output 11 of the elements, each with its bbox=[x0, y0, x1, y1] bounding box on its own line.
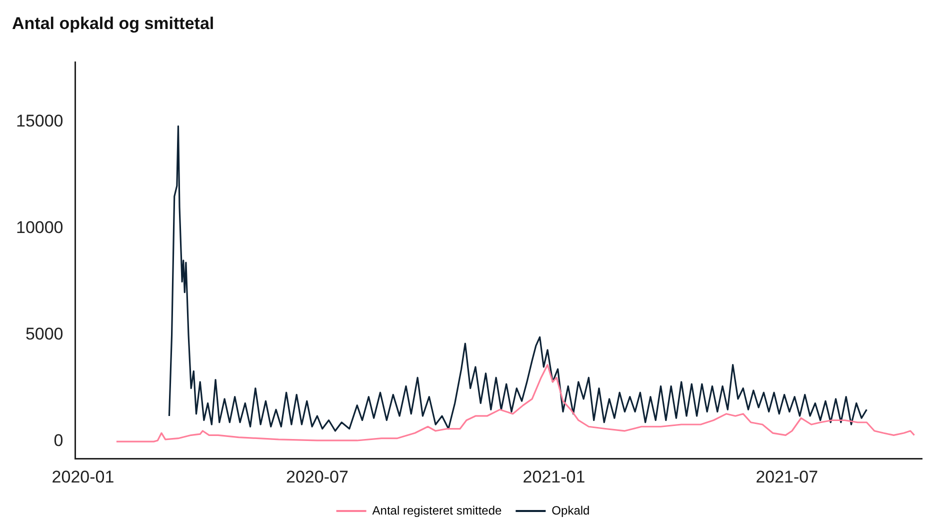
x-tick-label: 2020-07 bbox=[286, 467, 348, 486]
chart-title: Antal opkald og smittetal bbox=[12, 14, 214, 34]
x-tick-label: 2020-01 bbox=[52, 467, 114, 486]
y-tick-label: 15000 bbox=[16, 112, 64, 131]
y-tick-label: 5000 bbox=[25, 324, 64, 344]
legend-label: Antal registeret smittede bbox=[372, 503, 502, 518]
legend-label: Opkald bbox=[552, 503, 590, 518]
x-tick-label: 2021-01 bbox=[522, 467, 586, 486]
y-tick-label: 10000 bbox=[16, 218, 64, 238]
y-tick-label: 0 bbox=[54, 431, 64, 450]
x-tick-label: 2021-07 bbox=[756, 467, 818, 486]
